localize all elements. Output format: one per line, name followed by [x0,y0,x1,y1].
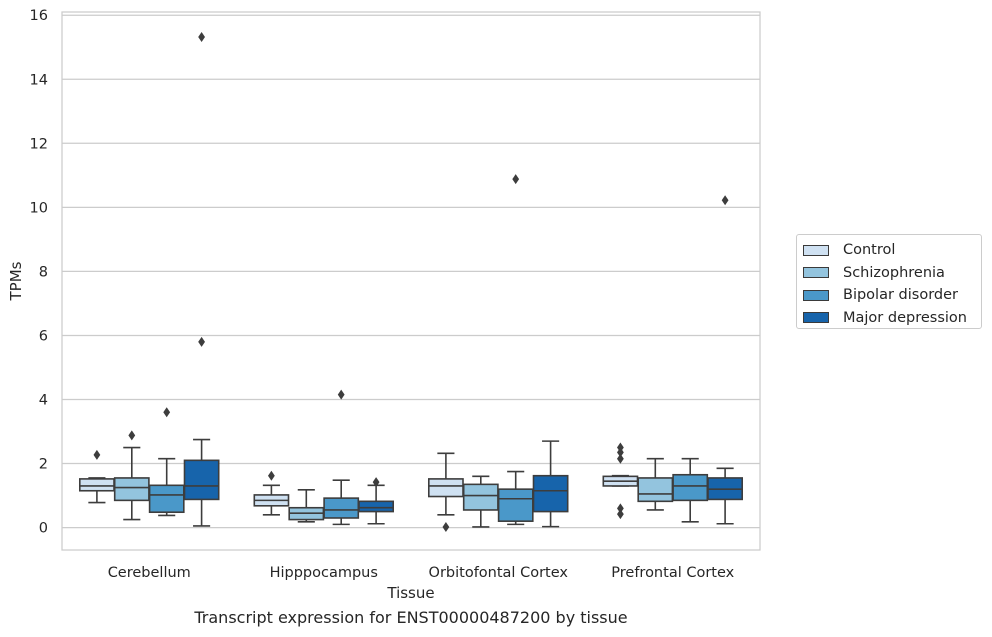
outlier-point [128,430,136,441]
box-iqr [672,473,709,502]
box-iqr [183,459,220,501]
y-tick-labels: 0 2 4 6 8 10 12 14 16 [30,8,48,536]
outlier-point [617,453,624,464]
box-bipolar-disorder [497,174,534,526]
box-bipolar-disorder [148,407,185,517]
outlier-point [617,503,624,514]
legend-swatch [803,244,829,256]
outlier-point [198,31,205,42]
box-iqr [358,500,395,513]
box-bipolar-disorder [672,457,709,523]
x-tick-label: Cerebellum [108,565,191,581]
legend-swatch [803,312,829,324]
y-tick-label: 10 [30,200,48,216]
legend: Control Schizophrenia Bipolar disorder Majo… [796,234,982,329]
box-bipolar-disorder [323,389,360,526]
box-plots [78,31,744,532]
legend-item: Schizophrenia [803,262,981,285]
box-schizophrenia [462,475,499,528]
x-axis-label: Tissue [386,584,434,602]
outlier-point [721,195,729,206]
y-axis-label: TPMs [7,261,25,301]
box-major-depression [532,440,569,528]
outlier-point [372,477,380,488]
box-control [253,470,290,516]
legend-label: Schizophrenia [843,264,945,281]
y-tick-label: 4 [39,392,48,408]
y-tick-label: 0 [39,521,48,537]
box-iqr [113,477,150,502]
x-tick-labels: Cerebellum Hipppocampus Orbitofontal Corte… [108,565,735,581]
legend-swatch [803,267,829,279]
outlier-point [93,449,101,460]
y-tick-label: 12 [30,136,48,152]
legend-item: Control [803,239,981,262]
legend-label: Bipolar disorder [843,287,958,304]
legend-label: Control [843,242,896,259]
box-major-depression [183,31,220,527]
x-tick-label: Hipppocampus [270,565,378,581]
box-iqr [462,483,499,511]
box-iqr [637,477,674,503]
outlier-point [617,509,624,520]
y-tick-label: 6 [39,328,48,344]
outlier-point [337,389,345,400]
y-tick-label: 16 [30,8,48,24]
y-tick-label: 8 [39,264,48,280]
y-tick-label: 2 [39,457,48,473]
x-tick-label: Prefrontal Cortex [611,565,734,581]
x-tick-label: Orbitofontal Cortex [429,565,569,581]
outlier-point [198,336,205,347]
outlier-point [512,174,520,185]
box-schizophrenia [113,430,150,521]
chart-caption: Transcript expression for ENST0000048720… [194,608,628,627]
grid-lines [62,14,760,529]
y-tick-label: 14 [30,72,48,88]
outlier-point [268,470,275,481]
outlier-point [163,407,171,418]
box-iqr [427,478,464,498]
box-iqr [532,474,569,513]
outlier-point [617,447,624,458]
legend-item: Major depression [803,307,981,330]
plot-area [61,11,761,551]
legend-label: Major depression [843,309,967,326]
legend-swatch [803,289,829,301]
box-iqr [78,478,115,492]
box-major-depression [707,195,744,525]
outlier-point [442,521,450,532]
legend-item: Bipolar disorder [803,284,981,307]
box-control [427,452,464,532]
box-iqr [323,497,360,519]
box-iqr [497,488,534,522]
box-major-depression [358,477,395,525]
box-iqr [148,484,185,514]
